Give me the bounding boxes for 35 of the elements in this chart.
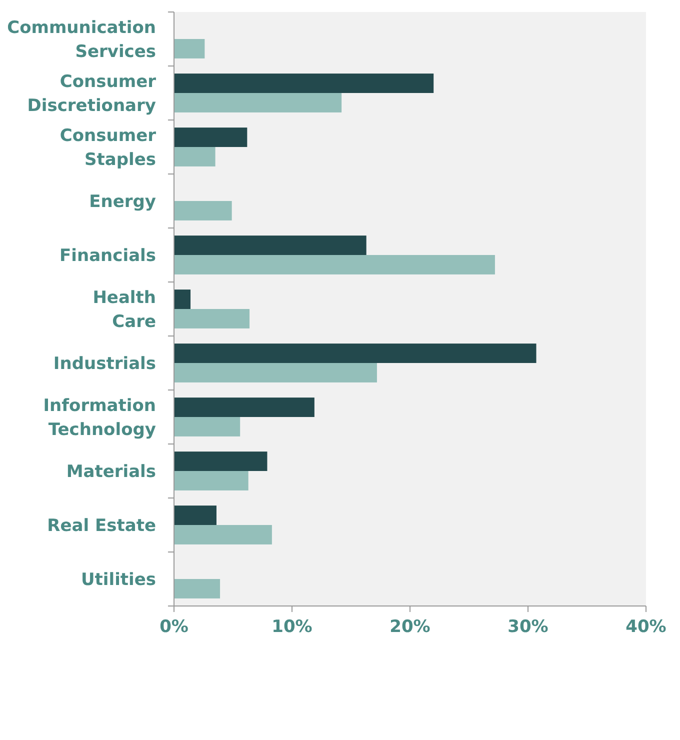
y-tick-label: Energy [89,192,156,212]
bar [174,74,434,93]
y-tick-label: Materials [66,462,156,482]
bar [174,255,495,274]
x-tick-label: 0% [160,617,188,637]
x-tick-label: 10% [272,617,312,637]
y-tick-label: Utilities [80,570,156,590]
bar [174,344,536,363]
bar [174,309,250,328]
y-tick-label: Consumer Discretionary [27,72,157,116]
y-tick-label: Real Estate [47,516,156,536]
y-tick-label: Communication Services [7,18,156,62]
y-tick-label: Financials [60,246,156,266]
bar [174,363,377,382]
bar [174,525,272,544]
bar [174,471,248,490]
bar [174,290,191,309]
bar [174,201,232,220]
bar [174,398,314,417]
y-tick-label: Health Care [92,288,156,332]
x-tick-label: 40% [626,617,666,637]
bar [174,147,216,166]
bar [174,506,216,525]
bar [174,417,240,436]
y-tick-label: Consumer Staples [60,126,157,170]
bar [174,128,248,147]
y-tick-label: Information Technology [43,396,156,440]
bar [174,93,342,112]
y-tick-label: Industrials [53,354,156,374]
bar [174,236,366,255]
bar [174,579,220,598]
x-tick-label: 20% [390,617,430,637]
bar [174,39,205,58]
bar [174,452,268,471]
x-tick-label: 30% [508,617,548,637]
